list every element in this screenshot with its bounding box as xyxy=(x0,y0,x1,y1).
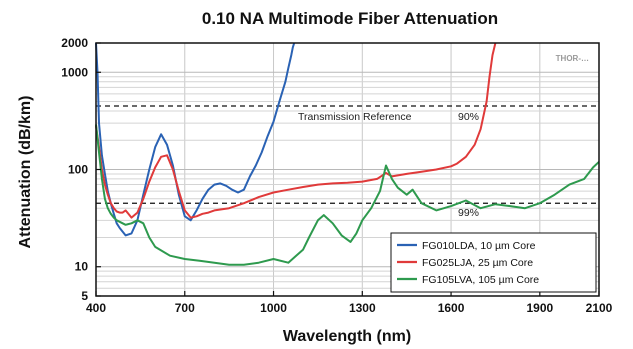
x-tick-label: 400 xyxy=(86,301,106,315)
y-tick-label: 5 xyxy=(81,289,88,303)
x-tick-label: 1600 xyxy=(438,301,465,315)
x-tick-label: 1300 xyxy=(349,301,376,315)
series-line-3 xyxy=(95,124,600,266)
series-line-2 xyxy=(95,42,497,219)
legend-label: FG025LJA, 25 µm Core xyxy=(422,257,533,269)
reference-lines: Transmission Reference 90% 99% xyxy=(96,105,599,219)
legend-label: FG010LDA, 10 µm Core xyxy=(422,240,536,252)
legend-label: FG105LVA, 105 µm Core xyxy=(422,274,539,286)
x-tick-label: 700 xyxy=(175,301,195,315)
watermark-text: THOR-… xyxy=(556,54,589,63)
y-tick-label: 100 xyxy=(68,163,88,177)
series-layer xyxy=(95,42,600,266)
y-tick-label: 2000 xyxy=(61,36,88,50)
reference-label: Transmission Reference xyxy=(298,111,412,123)
y-tick-label: 1000 xyxy=(61,65,88,79)
chart-title: 0.10 NA Multimode Fiber Attenuation xyxy=(202,9,498,28)
reference-percent: 90% xyxy=(458,111,479,123)
y-axis-ticks: 5 10 100 1000 2000 xyxy=(61,36,101,303)
y-tick-label: 10 xyxy=(75,260,89,274)
legend-box xyxy=(390,232,597,293)
x-tick-label: 2100 xyxy=(586,301,613,315)
x-tick-label: 1000 xyxy=(260,301,287,315)
series-line-1 xyxy=(95,42,296,237)
reference-percent: 99% xyxy=(458,207,479,219)
legend: FG010LDA, 10 µm Core FG025LJA, 25 µm Core… xyxy=(390,232,597,293)
y-axis-title: Attenuation (dB/km) xyxy=(17,96,34,249)
x-axis-title: Wavelength (nm) xyxy=(283,328,411,345)
x-axis-ticks: 400 700 1000 1300 1600 1900 2100 xyxy=(86,291,613,315)
x-tick-label: 1900 xyxy=(526,301,553,315)
